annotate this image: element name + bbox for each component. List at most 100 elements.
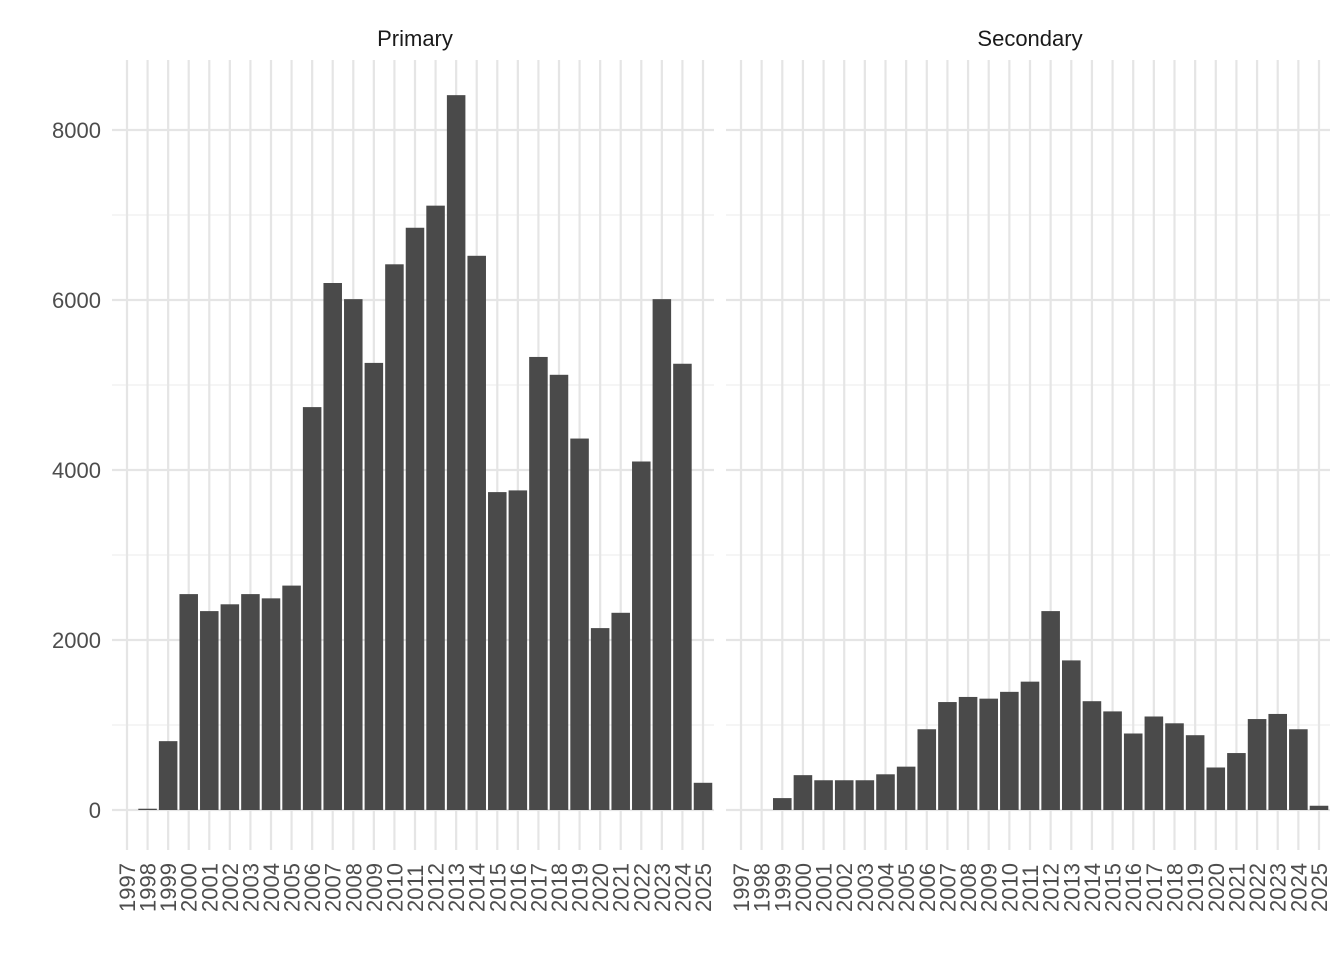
bar-2005: [282, 585, 301, 810]
bar-2011: [405, 227, 425, 810]
x-tick-label: 2013: [1059, 863, 1084, 912]
bar-2002: [834, 780, 854, 810]
x-tick-label: 2008: [341, 863, 366, 912]
bar-2003: [855, 780, 875, 810]
x-tick-label: 2014: [465, 863, 490, 912]
x-tick-label: 1999: [156, 863, 181, 912]
x-tick-label: 2001: [812, 863, 837, 912]
x-tick-label: 2011: [403, 865, 428, 912]
x-tick-label: 2004: [874, 863, 899, 912]
x-tick-label: 2022: [629, 863, 654, 912]
x-tick-label: 2000: [791, 863, 816, 912]
x-tick-label: 2005: [894, 863, 919, 912]
bar-2011: [1020, 681, 1040, 810]
x-tick-label: 2023: [650, 863, 675, 912]
x-tick-label: 2025: [1307, 863, 1332, 912]
y-tick-label: 2000: [52, 628, 101, 653]
bar-2023: [1268, 713, 1288, 810]
bar-2025: [1309, 805, 1329, 810]
x-tick-label: 2018: [547, 863, 572, 912]
x-tick-label: 2008: [956, 863, 981, 912]
bar-2016: [508, 490, 528, 810]
x-tick-label: 2020: [588, 863, 613, 912]
x-tick-label: 2015: [1101, 863, 1126, 912]
x-tick-label: 2007: [935, 863, 960, 912]
bar-2015: [1103, 711, 1122, 810]
panel-secondary: 1997199819992000200120022003200420052006…: [726, 26, 1332, 912]
bar-2017: [1144, 716, 1164, 810]
bar-2012: [1041, 611, 1060, 810]
x-tick-label: 2021: [1224, 863, 1249, 912]
x-tick-label: 2005: [280, 863, 305, 912]
bar-2020: [1206, 767, 1226, 810]
bar-2021: [1227, 753, 1246, 810]
bar-2001: [814, 780, 833, 810]
bar-2000: [179, 594, 198, 810]
bar-2024: [1289, 729, 1308, 810]
y-tick-label: 8000: [52, 118, 101, 143]
x-tick-label: 2002: [218, 863, 243, 912]
x-tick-label: 2022: [1245, 863, 1270, 912]
x-tick-label: 1997: [729, 863, 754, 912]
x-tick-label: 1999: [770, 863, 795, 912]
x-tick-label: 2023: [1266, 863, 1291, 912]
x-tick-label: 2015: [485, 863, 510, 912]
x-tick-label: 2003: [853, 863, 878, 912]
bar-2025: [693, 782, 713, 810]
x-tick-label: 2017: [1142, 863, 1167, 912]
x-tick-label: 2001: [197, 863, 222, 912]
bar-2014: [467, 255, 486, 811]
x-tick-label: 2007: [321, 863, 346, 912]
x-tick-label: 1998: [136, 863, 161, 912]
x-tick-label: 2003: [238, 863, 263, 912]
x-tick-label: 2020: [1204, 863, 1229, 912]
x-tick-label: 1997: [115, 863, 140, 912]
bar-2001: [200, 611, 219, 810]
bar-2020: [590, 628, 610, 810]
bar-2000: [793, 775, 813, 810]
bar-2013: [1061, 660, 1081, 810]
bar-2010: [1000, 691, 1019, 810]
x-tick-label: 2025: [691, 863, 716, 912]
x-tick-label: 2017: [526, 863, 551, 912]
bar-2019: [570, 438, 589, 810]
bar-2009: [979, 698, 999, 810]
x-tick-label: 1998: [750, 863, 775, 912]
x-tick-label: 2018: [1163, 863, 1188, 912]
x-tick-label: 2011: [1018, 865, 1043, 912]
bar-2006: [302, 407, 322, 810]
bar-2016: [1123, 733, 1143, 810]
y-tick-label: 0: [89, 798, 101, 823]
bar-1999: [158, 741, 178, 810]
bar-2023: [652, 299, 672, 810]
bar-2024: [673, 363, 692, 810]
x-tick-label: 2019: [1183, 863, 1208, 912]
x-tick-label: 2012: [424, 863, 449, 912]
facet-strip-label: Secondary: [977, 26, 1082, 51]
bar-2022: [1247, 719, 1267, 810]
bar-2008: [958, 696, 978, 810]
bar-1998: [138, 808, 157, 810]
y-axis: 0 2000 4000 6000 8000: [52, 118, 101, 823]
facet-strip-label: Primary: [377, 26, 453, 51]
bar-2021: [611, 612, 630, 810]
bar-2014: [1082, 701, 1102, 810]
x-tick-label: 2016: [1121, 863, 1146, 912]
bar-2007: [323, 283, 342, 810]
x-tick-label: 2009: [977, 863, 1002, 912]
bar-2019: [1185, 735, 1205, 810]
x-tick-label: 2004: [259, 863, 284, 912]
x-tick-label: 2002: [832, 863, 857, 912]
bar-2015: [488, 492, 507, 810]
bar-2006: [917, 729, 937, 810]
bar-2004: [876, 774, 895, 810]
bar-2005: [896, 766, 916, 810]
x-tick-label: 2010: [997, 863, 1022, 912]
x-tick-label: 2024: [1286, 863, 1311, 912]
bar-2008: [344, 299, 363, 810]
bar-2017: [529, 356, 548, 810]
y-tick-label: 4000: [52, 458, 101, 483]
bar-2002: [220, 604, 240, 810]
y-tick-label: 6000: [52, 288, 101, 313]
